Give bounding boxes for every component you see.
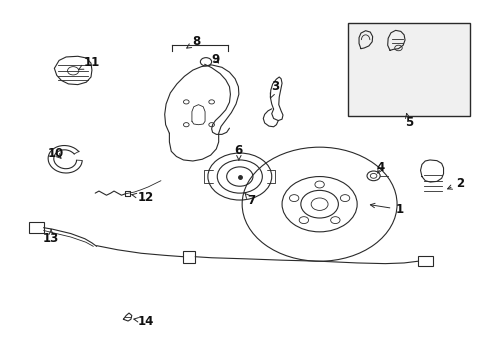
Text: 9: 9 xyxy=(211,53,219,66)
Text: 8: 8 xyxy=(186,35,201,48)
Text: 3: 3 xyxy=(270,80,279,99)
Text: 13: 13 xyxy=(43,229,59,245)
Text: 14: 14 xyxy=(134,315,154,328)
Bar xyxy=(417,256,432,266)
Text: 7: 7 xyxy=(244,193,255,207)
Text: 4: 4 xyxy=(376,161,384,174)
Bar xyxy=(29,222,43,233)
Bar xyxy=(183,251,195,263)
Bar xyxy=(347,23,469,116)
Text: 2: 2 xyxy=(447,177,464,190)
Text: 10: 10 xyxy=(47,147,64,159)
Text: 11: 11 xyxy=(78,56,100,69)
Text: 5: 5 xyxy=(404,113,412,130)
Text: 12: 12 xyxy=(132,191,154,204)
Text: 1: 1 xyxy=(369,203,403,216)
Text: 6: 6 xyxy=(234,144,243,160)
